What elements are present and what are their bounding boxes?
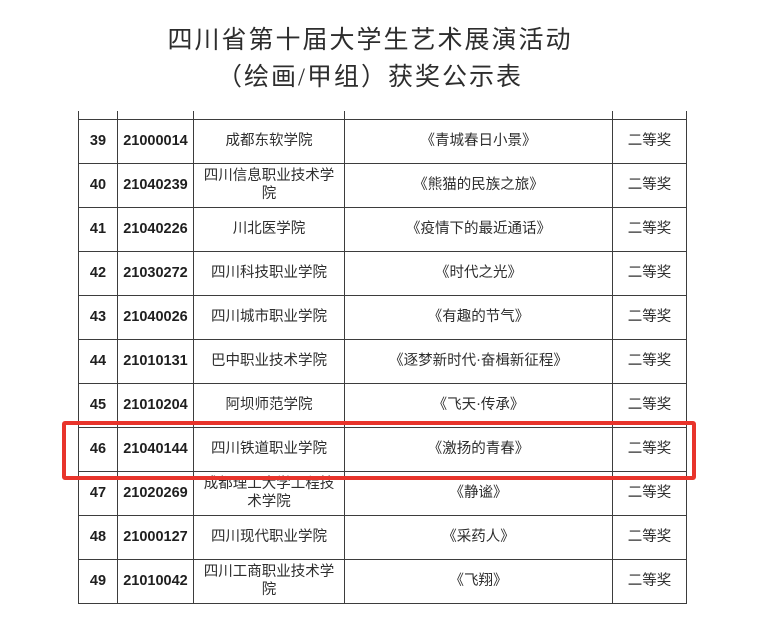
cell-award-level: 二等奖 xyxy=(612,514,687,560)
cell-school-name: 四川城市职业学院 xyxy=(193,294,345,340)
cell-award-level: 二等奖 xyxy=(612,558,687,604)
table-row: 48 21000127 四川现代职业学院 《采药人》 二等奖 xyxy=(78,514,687,560)
page-title-line1: 四川省第十届大学生艺术展演活动 xyxy=(167,27,573,54)
page-title: 四川省第十届大学生艺术展演活动 （绘画/甲组）获奖公示表 xyxy=(70,22,670,96)
cut-cell xyxy=(117,111,194,120)
cell-award-level: 二等奖 xyxy=(612,162,687,208)
table-row: 49 21010042 四川工商职业技术学院 《飞翔》 二等奖 xyxy=(78,558,687,604)
award-table: 39 21000014 成都东软学院 《青城春日小景》 二等奖 40 21040… xyxy=(78,111,687,604)
cell-entry-id: 21000127 xyxy=(117,514,194,560)
cut-off-row xyxy=(78,111,687,120)
table-row: 45 21010204 阿坝师范学院 《飞天·传承》 二等奖 xyxy=(78,382,687,428)
cell-row-number: 44 xyxy=(78,338,118,384)
cell-school-name: 四川信息职业技术学院 xyxy=(193,162,345,208)
cell-award-level: 二等奖 xyxy=(612,426,687,472)
cell-row-number: 45 xyxy=(78,382,118,428)
cell-award-level: 二等奖 xyxy=(612,294,687,340)
table-row: 47 21020269 成都理工大学工程技术学院 《静谧》 二等奖 xyxy=(78,470,687,516)
cut-cell xyxy=(193,111,345,120)
cell-entry-id: 21020269 xyxy=(117,470,194,516)
cell-artwork-title: 《飞天·传承》 xyxy=(344,382,613,428)
cell-row-number: 43 xyxy=(78,294,118,340)
cut-cell xyxy=(612,111,687,120)
table-row: 43 21040026 四川城市职业学院 《有趣的节气》 二等奖 xyxy=(78,294,687,340)
cell-entry-id: 21030272 xyxy=(117,250,194,296)
cell-artwork-title: 《时代之光》 xyxy=(344,250,613,296)
cell-artwork-title: 《熊猫的民族之旅》 xyxy=(344,162,613,208)
cell-row-number: 48 xyxy=(78,514,118,560)
cell-school-name: 成都理工大学工程技术学院 xyxy=(193,470,345,516)
award-table-body: 39 21000014 成都东软学院 《青城春日小景》 二等奖 40 21040… xyxy=(78,111,687,604)
table-row: 44 21010131 巴中职业技术学院 《逐梦新时代·奋楫新征程》 二等奖 xyxy=(78,338,687,384)
cell-entry-id: 21040026 xyxy=(117,294,194,340)
cell-entry-id: 21010042 xyxy=(117,558,194,604)
cell-school-name: 川北医学院 xyxy=(193,206,345,252)
cell-entry-id: 21040239 xyxy=(117,162,194,208)
cell-school-name: 四川铁道职业学院 xyxy=(193,426,345,472)
cell-row-number: 46 xyxy=(78,426,118,472)
cell-row-number: 39 xyxy=(78,118,118,164)
cell-award-level: 二等奖 xyxy=(612,250,687,296)
cell-school-name: 阿坝师范学院 xyxy=(193,382,345,428)
cell-award-level: 二等奖 xyxy=(612,338,687,384)
cell-row-number: 41 xyxy=(78,206,118,252)
table-row: 39 21000014 成都东软学院 《青城春日小景》 二等奖 xyxy=(78,118,687,164)
cell-artwork-title: 《疫情下的最近通话》 xyxy=(344,206,613,252)
cell-entry-id: 21040226 xyxy=(117,206,194,252)
cell-school-name: 巴中职业技术学院 xyxy=(193,338,345,384)
cell-entry-id: 21010131 xyxy=(117,338,194,384)
table-row: 46 21040144 四川铁道职业学院 《激扬的青春》 二等奖 xyxy=(78,426,687,472)
cell-artwork-title: 《静谧》 xyxy=(344,470,613,516)
cell-award-level: 二等奖 xyxy=(612,470,687,516)
cell-row-number: 40 xyxy=(78,162,118,208)
cell-row-number: 49 xyxy=(78,558,118,604)
table-row: 41 21040226 川北医学院 《疫情下的最近通话》 二等奖 xyxy=(78,206,687,252)
cell-school-name: 四川现代职业学院 xyxy=(193,514,345,560)
cell-row-number: 47 xyxy=(78,470,118,516)
cell-school-name: 四川工商职业技术学院 xyxy=(193,558,345,604)
cut-cell xyxy=(78,111,118,120)
cell-award-level: 二等奖 xyxy=(612,382,687,428)
cell-row-number: 42 xyxy=(78,250,118,296)
table-row: 42 21030272 四川科技职业学院 《时代之光》 二等奖 xyxy=(78,250,687,296)
cell-artwork-title: 《飞翔》 xyxy=(344,558,613,604)
cell-artwork-title: 《采药人》 xyxy=(344,514,613,560)
cell-artwork-title: 《激扬的青春》 xyxy=(344,426,613,472)
cut-cell xyxy=(344,111,613,120)
cell-school-name: 成都东软学院 xyxy=(193,118,345,164)
cell-entry-id: 21000014 xyxy=(117,118,194,164)
cell-artwork-title: 《有趣的节气》 xyxy=(344,294,613,340)
cell-entry-id: 21040144 xyxy=(117,426,194,472)
page-title-line2: （绘画/甲组）获奖公示表 xyxy=(217,64,523,91)
cell-artwork-title: 《青城春日小景》 xyxy=(344,118,613,164)
cell-school-name: 四川科技职业学院 xyxy=(193,250,345,296)
cell-artwork-title: 《逐梦新时代·奋楫新征程》 xyxy=(344,338,613,384)
cell-award-level: 二等奖 xyxy=(612,206,687,252)
cell-entry-id: 21010204 xyxy=(117,382,194,428)
cell-award-level: 二等奖 xyxy=(612,118,687,164)
table-row: 40 21040239 四川信息职业技术学院 《熊猫的民族之旅》 二等奖 xyxy=(78,162,687,208)
